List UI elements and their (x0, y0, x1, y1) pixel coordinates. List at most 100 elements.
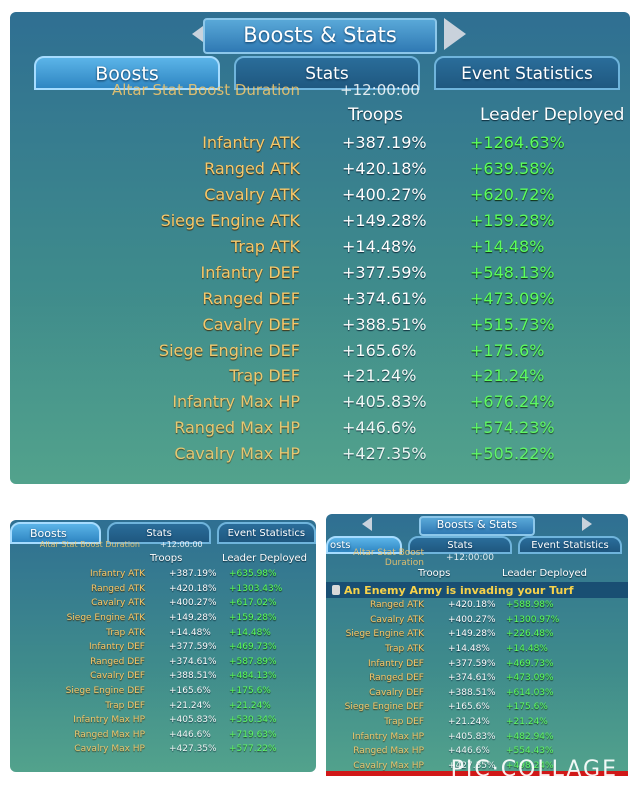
tab-boosts[interactable]: Boosts (34, 56, 220, 90)
leader-value: +587.89% (229, 656, 277, 667)
stat-row: Cavalry DEF +388.51% +484.13% (10, 669, 316, 684)
troops-value: +420.18% (448, 600, 496, 611)
row-value: +12:00:00 (340, 81, 420, 99)
tab-stats[interactable]: Stats (408, 536, 512, 554)
stat-row: Cavalry ATK +400.27% +617.02% (10, 596, 316, 611)
stat-name: Ranged ATK (91, 583, 145, 594)
stat-row: Infantry DEF +377.59% +469.73% (326, 656, 628, 671)
tab-event-statistics[interactable]: Event Statistics (518, 536, 622, 554)
partial-row: Altar Stat Boost Duration +12:00:00 (10, 80, 630, 100)
stat-row: Ranged Max HP +446.6% +574.23% (10, 415, 630, 441)
stat-row: Trap ATK +14.48% +14.48% (326, 642, 628, 657)
stat-name: Trap ATK (385, 644, 424, 655)
stat-name: Ranged DEF (369, 673, 424, 684)
stat-row: Ranged Max HP +446.6% +719.63% (10, 728, 316, 743)
next-arrow-icon[interactable] (582, 517, 592, 531)
stat-name: Siege Engine ATK (66, 613, 145, 624)
stat-name: Siege Engine DEF (65, 686, 145, 697)
stat-name: Cavalry ATK (204, 185, 300, 205)
stats-list[interactable]: Altar Stat Boost Duration +12:00:00 Troo… (10, 540, 316, 757)
leader-value: +1264.63% (470, 133, 565, 153)
stat-name: Infantry Max HP (352, 731, 424, 742)
stat-name: Trap ATK (230, 237, 300, 256)
troops-value: +446.6% (342, 418, 417, 438)
panel-title: Boosts & Stats (419, 516, 535, 536)
leader-value: +473.09% (470, 288, 555, 308)
stat-name: Ranged DEF (90, 656, 145, 667)
stat-row: Ranged DEF +374.61% +473.09% (326, 671, 628, 686)
troops-header: Troops (348, 105, 403, 125)
stat-name: Cavalry ATK (370, 614, 424, 625)
stat-name: Ranged Max HP (74, 729, 145, 740)
leader-value: +574.23% (470, 418, 555, 438)
watermark: PIC·COLLAGE (450, 757, 618, 782)
stat-row: Ranged ATK +420.18% +639.58% (10, 156, 630, 182)
troops-value: +400.27% (169, 598, 217, 609)
stat-row: Cavalry Max HP +427.35% +505.22% (10, 441, 630, 467)
troops-value: +427.35% (448, 760, 496, 771)
troops-value: +388.51% (448, 687, 496, 698)
troops-value: +149.28% (342, 211, 427, 231)
troops-value: +14.48% (169, 627, 211, 638)
troops-value: +377.59% (448, 658, 496, 669)
tab-event-statistics[interactable]: Event Statistics (216, 522, 316, 544)
alert-text: An Enemy Army is invading your Turf (344, 583, 574, 597)
troops-value: +165.6% (448, 702, 490, 713)
troops-value: +405.83% (169, 715, 217, 726)
stat-name: Trap DEF (384, 717, 424, 728)
stat-row: Ranged DEF +374.61% +473.09% (10, 285, 630, 311)
leader-value: +617.02% (229, 598, 277, 609)
stats-list[interactable]: Altar Stat Boost Duration +12:00:00 Troo… (10, 81, 630, 467)
leader-value: +505.22% (470, 444, 555, 464)
leader-value: +1303.43% (229, 583, 283, 594)
leader-value: +175.6% (470, 340, 545, 360)
tab-boosts[interactable]: osts (326, 536, 402, 554)
stat-name: Cavalry Max HP (353, 760, 424, 771)
stat-name: Infantry ATK (89, 569, 145, 580)
stat-name: Trap ATK (106, 627, 145, 638)
stat-name: Siege Engine DEF (158, 340, 300, 360)
stat-row: Cavalry Max HP +427.35% +577.22% (10, 742, 316, 757)
stat-name: Trap DEF (229, 366, 300, 386)
stat-row: Siege Engine DEF +165.6% +175.6% (10, 684, 316, 699)
troops-value: +21.24% (448, 717, 490, 728)
stat-name: Cavalry ATK (91, 598, 145, 609)
bottom-right-panel: Boosts & Stats osts Stats Event Statisti… (326, 514, 628, 776)
red-accent-bar (326, 771, 628, 776)
stat-name: Cavalry DEF (90, 671, 145, 682)
leader-value: +676.24% (470, 392, 555, 412)
troops-value: +165.6% (342, 340, 417, 360)
tab-stats[interactable]: Stats (234, 56, 420, 90)
stat-row: Siege Engine ATK +149.28% +159.28% (10, 611, 316, 626)
stat-row: Cavalry Max HP +427.35% +498.24% (326, 759, 628, 774)
leader-header: Leader Deployed (480, 105, 625, 125)
troops-value: +14.48% (342, 237, 417, 256)
troops-value: +377.59% (169, 642, 217, 653)
alert-banner[interactable]: An Enemy Army is invading your Turf (326, 582, 628, 598)
leader-value: +469.73% (506, 658, 554, 669)
stat-name: Ranged Max HP (353, 746, 424, 757)
leader-value: +175.6% (229, 686, 271, 697)
row-label: Altar Stat Boost Duration (112, 81, 300, 99)
troops-value: +374.61% (342, 288, 427, 308)
next-arrow-icon[interactable] (444, 18, 466, 50)
stats-list[interactable]: Altar Stat Boost Duration +12:00:00 Troo… (326, 548, 628, 774)
leader-value: +473.09% (506, 673, 554, 684)
main-panel: Boosts & Stats Boosts Stats Event Statis… (10, 12, 630, 484)
tab-stats[interactable]: Stats (107, 522, 211, 544)
troops-value: +149.28% (169, 613, 217, 624)
troops-value: +165.6% (169, 686, 211, 697)
bottom-left-panel: Boosts Stats Event Statistics Altar Stat… (10, 520, 316, 772)
prev-arrow-icon[interactable] (362, 517, 372, 531)
leader-value: +226.48% (506, 629, 554, 640)
stat-row: Cavalry DEF +388.51% +515.73% (10, 311, 630, 337)
row-label: Altar Stat Boost Duration (353, 548, 424, 568)
leader-value: +554.43% (506, 746, 554, 757)
tab-event-statistics[interactable]: Event Statistics (434, 56, 620, 90)
leader-value: +588.98% (506, 600, 554, 611)
tab-boosts[interactable]: Boosts (10, 522, 102, 544)
leader-value: +159.28% (229, 613, 277, 624)
troops-value: +14.48% (448, 644, 490, 655)
troops-value: +446.6% (169, 729, 211, 740)
stat-row: Ranged ATK +420.18% +1303.43% (10, 582, 316, 597)
